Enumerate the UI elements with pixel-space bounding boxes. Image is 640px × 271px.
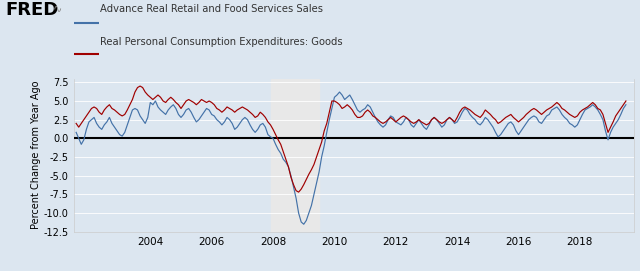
Text: Advance Real Retail and Food Services Sales: Advance Real Retail and Food Services Sa…	[100, 4, 323, 14]
Text: Real Personal Consumption Expenditures: Goods: Real Personal Consumption Expenditures: …	[100, 37, 343, 47]
Text: FRED: FRED	[5, 1, 58, 19]
Text: ∿: ∿	[52, 3, 62, 13]
Y-axis label: Percent Change from Year Ago: Percent Change from Year Ago	[31, 81, 41, 229]
Bar	[271, 79, 319, 232]
